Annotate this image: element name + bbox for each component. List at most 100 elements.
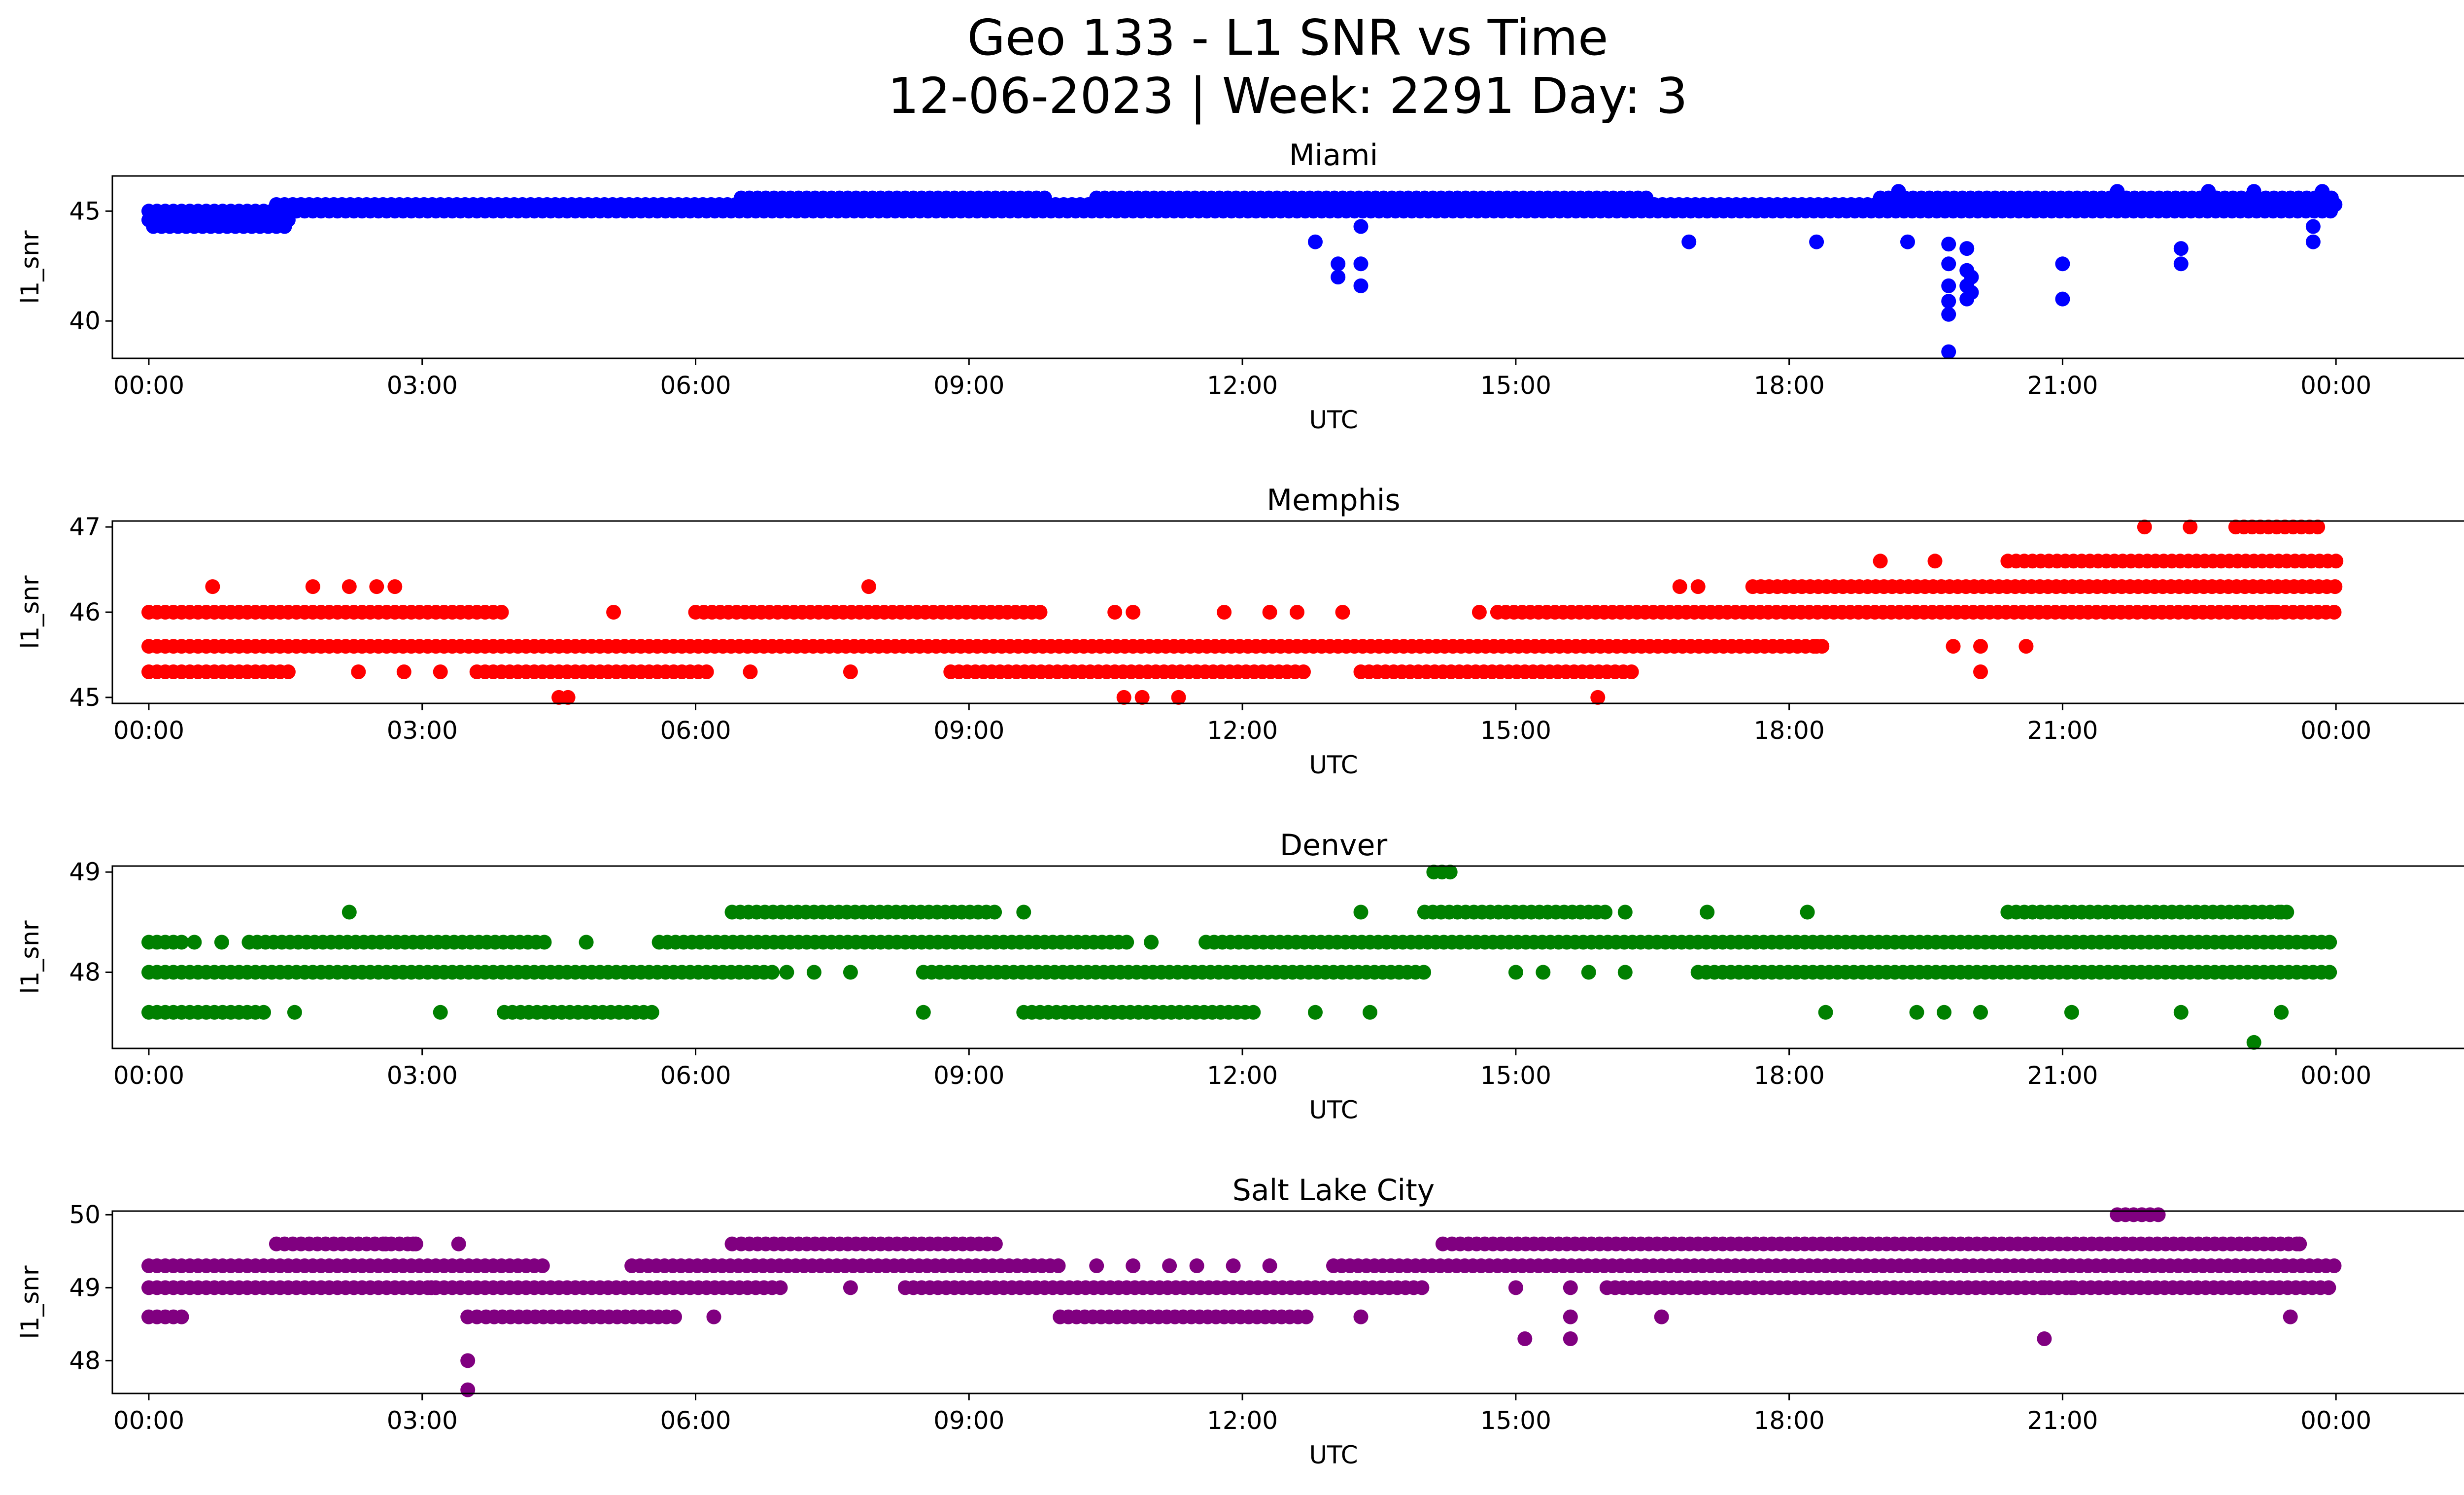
x-tick-label: 18:00 [1754, 371, 1825, 400]
data-point [1508, 1280, 1523, 1295]
data-point [2019, 639, 2034, 654]
data-point [606, 605, 621, 620]
x-tick-label: 21:00 [2027, 716, 2098, 745]
data-point [1331, 270, 1346, 285]
x-tick-label: 00:00 [113, 371, 184, 400]
data-point [1414, 1280, 1430, 1295]
y-tick-label: 49 [69, 858, 101, 886]
data-point [1299, 1309, 1314, 1324]
data-point [1581, 965, 1596, 980]
data-point [2055, 291, 2070, 307]
data-point [1900, 234, 1915, 249]
subplot-miami: 00:00 03:00 06:00 09:00 12:00 15:00 18:00 21:00… [16, 138, 2464, 434]
figure-title-line1: Geo 133 - L1 SNR vs Time [967, 9, 1608, 67]
data-point [537, 935, 552, 950]
y-axis-label: l1_snr [16, 920, 44, 994]
data-point [2264, 605, 2280, 620]
data-point [2328, 554, 2344, 569]
data-point [1973, 1005, 1988, 1020]
x-tick-label: 06:00 [660, 1061, 731, 1090]
data-point [369, 579, 384, 594]
data-point [724, 1236, 740, 1252]
data-point [1246, 1005, 1261, 1020]
data-point [256, 1005, 271, 1020]
data-point [1941, 294, 1956, 309]
data-point [1435, 1236, 1450, 1252]
y-tick-label: 40 [69, 307, 101, 335]
data-point [699, 664, 714, 679]
data-point [1941, 256, 1956, 272]
data-point [1051, 1258, 1066, 1273]
data-point [2246, 184, 2261, 199]
x-tick-label: 00:00 [113, 1406, 184, 1435]
data-point [2327, 1258, 2342, 1273]
data-point [1536, 965, 1551, 980]
y-tick-label: 48 [69, 1346, 101, 1375]
data-point [1563, 1309, 1578, 1324]
data-point [2151, 1207, 2166, 1222]
x-tick-label: 21:00 [2027, 1406, 2098, 1435]
y-tick-label: 45 [69, 197, 101, 225]
y-axis-label: l1_snr [16, 575, 44, 649]
data-point [560, 690, 576, 705]
x-axis-label: UTC [1309, 1096, 1358, 1124]
data-point [342, 579, 357, 594]
x-tick-label: 03:00 [387, 1406, 458, 1435]
data-point [460, 1382, 476, 1397]
data-point [2173, 1005, 2189, 1020]
data-point [2327, 579, 2343, 594]
data-point [2173, 256, 2189, 272]
data-point [1964, 270, 1979, 285]
data-point [287, 1005, 302, 1020]
data-point [1116, 690, 1131, 705]
axes-frame [111, 865, 2464, 1049]
data-point [2055, 256, 2070, 272]
data-point [1964, 285, 1979, 300]
data-point [2064, 1280, 2079, 1295]
data-point [1126, 1258, 1141, 1273]
data-point [764, 965, 780, 980]
x-tick-label: 12:00 [1207, 1061, 1278, 1090]
data-point [644, 1005, 659, 1020]
data-point [1226, 1258, 1241, 1273]
data-point [187, 935, 202, 950]
x-tick-label: 12:00 [1207, 1406, 1278, 1435]
data-point [424, 1280, 439, 1295]
data-point [1144, 935, 1159, 950]
y-tick-label: 46 [69, 598, 101, 626]
x-tick-label: 03:00 [387, 716, 458, 745]
data-point [1290, 605, 1304, 620]
data-point [396, 664, 411, 679]
subplot-title: Memphis [1266, 483, 1400, 518]
x-tick-label: 15:00 [1480, 1406, 1551, 1435]
x-tick-label: 06:00 [660, 371, 731, 400]
data-point [1617, 965, 1633, 980]
data-point [667, 1309, 682, 1324]
data-point [469, 1309, 484, 1324]
figure-title-line2: 12-06-2023 | Week: 2291 Day: 3 [888, 67, 1688, 125]
data-point [214, 935, 229, 950]
data-point [1800, 904, 1815, 920]
data-point [1508, 965, 1523, 980]
data-point [2274, 904, 2289, 920]
data-point [1472, 605, 1487, 620]
data-point [2110, 184, 2125, 199]
data-point [1331, 256, 1346, 272]
data-point [1353, 904, 1369, 920]
x-tick-label: 00:00 [2300, 1406, 2371, 1435]
x-tick-label: 15:00 [1480, 1061, 1551, 1090]
data-point [987, 904, 1002, 920]
data-point [743, 664, 758, 679]
data-point [1672, 579, 1687, 594]
data-point [1598, 904, 1613, 920]
data-point [1126, 605, 1141, 620]
data-point [916, 1005, 931, 1020]
x-tick-label: 03:00 [387, 1061, 458, 1090]
x-tick-label: 03:00 [387, 371, 458, 400]
data-point [174, 935, 189, 950]
subplot-title: Salt Lake City [1232, 1173, 1435, 1208]
data-point [1941, 278, 1956, 293]
data-point [1891, 184, 1906, 199]
x-axis-label: UTC [1309, 751, 1358, 779]
